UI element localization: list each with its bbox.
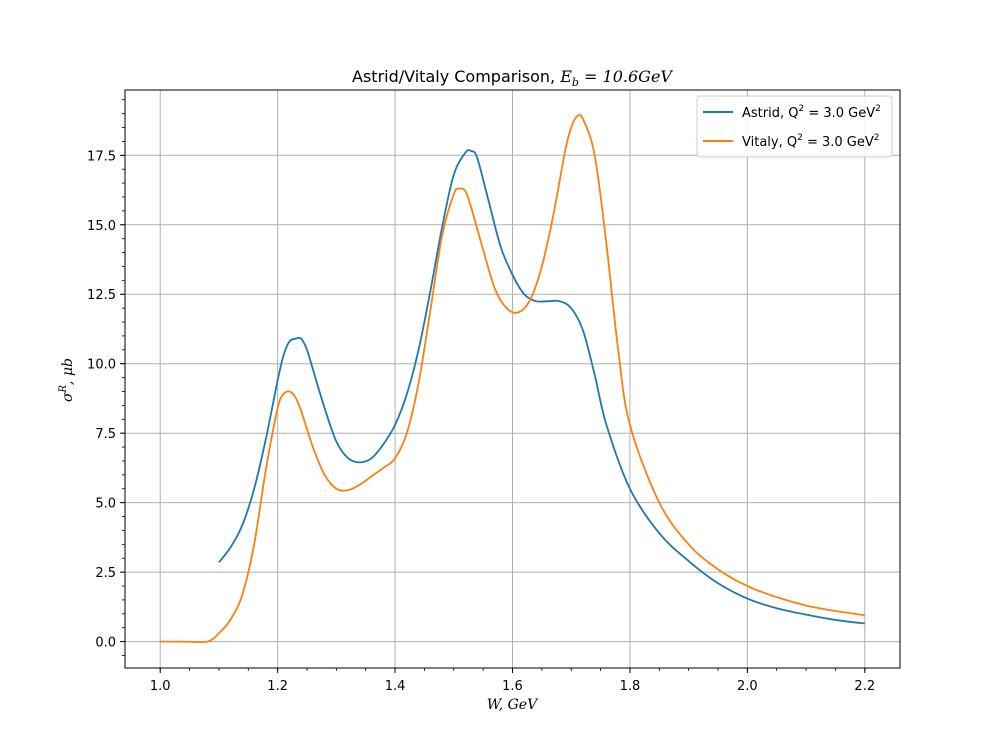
legend-astrid-sup: 2 — [798, 104, 804, 114]
y-axis-label: σR, μb — [58, 358, 76, 402]
legend-astrid-prefix: Astrid, Q — [742, 106, 798, 121]
x-tick-label: 1.2 — [267, 679, 288, 694]
legend-vitaly-sup: 2 — [797, 133, 803, 143]
legend-box — [696, 95, 893, 158]
ylabel-rest: , μb — [60, 358, 76, 385]
x-tick-label: 2.2 — [854, 679, 875, 694]
x-tick-label: 1.0 — [150, 679, 171, 694]
title-sub: b — [572, 76, 579, 89]
series-lines — [160, 113, 865, 644]
ylabel-sup: R — [58, 384, 69, 393]
legend-astrid-sup2: 2 — [875, 104, 881, 114]
chart-title: Astrid/Vitaly Comparison, Eb = 10.6GeV — [352, 67, 673, 89]
y-tick-label: 7.5 — [95, 427, 116, 442]
y-tick-label: 10.0 — [87, 358, 116, 373]
x-tick-label: 1.6 — [502, 679, 523, 694]
y-tick-label: 2.5 — [95, 566, 116, 581]
legend: Astrid, Q2 = 3.0 GeV2 Vitaly, Q2 = 3.0 G… — [696, 95, 893, 158]
series-line-astrid — [218, 149, 865, 625]
title-e: E — [559, 67, 572, 86]
x-axis-ticks: 1.0 1.2 1.4 1.6 1.8 2.0 2.2 — [150, 668, 875, 694]
y-tick-label: 0.0 — [95, 636, 116, 651]
y-axis-ticks: 0.0 2.5 5.0 7.5 10.0 12.5 15.0 17.5 — [87, 99, 125, 656]
legend-label-vitaly: Vitaly, Q2 = 3.0 GeV2 — [742, 133, 880, 150]
series-line-vitaly — [160, 113, 865, 644]
legend-vitaly-mid: = 3.0 GeV — [803, 135, 874, 150]
x-tick-label: 1.4 — [385, 679, 406, 694]
x-axis-label: W, GeV — [487, 697, 539, 713]
y-tick-label: 15.0 — [87, 219, 116, 234]
legend-label-astrid: Astrid, Q2 = 3.0 GeV2 — [742, 104, 881, 121]
legend-astrid-mid: = 3.0 GeV — [804, 106, 875, 121]
y-tick-label: 5.0 — [95, 497, 116, 512]
x-tick-label: 1.8 — [620, 679, 641, 694]
y-tick-label: 12.5 — [87, 288, 116, 303]
legend-vitaly-sup2: 2 — [874, 133, 880, 143]
y-tick-label: 17.5 — [87, 149, 116, 164]
legend-vitaly-prefix: Vitaly, Q — [742, 135, 797, 150]
title-rest: = 10.6GeV — [579, 67, 673, 86]
ylabel-sigma: σ — [60, 392, 76, 402]
grid — [125, 90, 900, 668]
x-tick-label: 2.0 — [737, 679, 758, 694]
title-prefix: Astrid/Vitaly Comparison, — [352, 67, 560, 86]
